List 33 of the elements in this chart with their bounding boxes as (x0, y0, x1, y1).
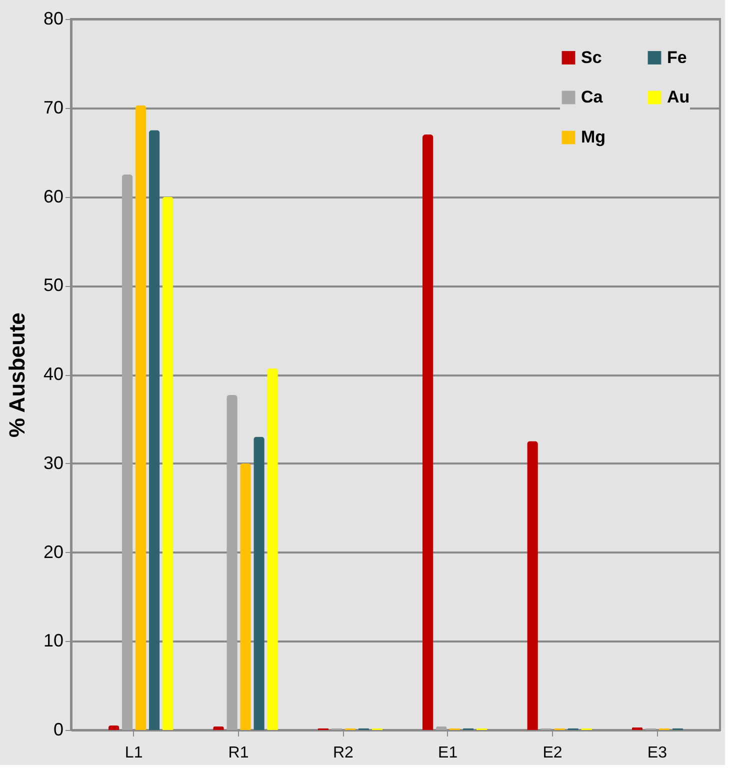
y-tick-label: 70 (43, 97, 64, 118)
y-tick-label: 20 (43, 542, 64, 562)
bar (254, 436, 264, 730)
y-tick-label: 60 (43, 186, 64, 206)
legend-label: Mg (581, 128, 606, 146)
y-tick-label: 40 (43, 364, 64, 384)
y-tick-label: 10 (43, 630, 64, 651)
bar (135, 105, 146, 730)
bar (226, 394, 238, 730)
bar (148, 130, 160, 730)
y-tick-label: 0 (53, 720, 64, 740)
y-tick-label: 30 (43, 452, 64, 473)
bar (436, 726, 447, 730)
bar (162, 196, 174, 730)
x-tick-label: E2 (542, 744, 562, 762)
legend-label: Fe (667, 48, 687, 67)
bar (108, 726, 120, 730)
x-tick-label: E3 (647, 744, 668, 762)
x-tick-label: R1 (228, 744, 249, 762)
legend-label: Ca (581, 88, 604, 106)
x-tick-label: R2 (332, 744, 354, 762)
y-axis-title: % Ausbeute (4, 312, 30, 438)
y-tick-label: 50 (43, 275, 64, 296)
bar (267, 368, 278, 730)
y-tick-label: 80 (43, 8, 64, 28)
legend-label: Sc (581, 48, 602, 67)
bar (122, 174, 133, 730)
bar (527, 441, 538, 730)
x-tick-label: L1 (124, 744, 143, 762)
bar (422, 134, 434, 730)
x-tick-label: E1 (438, 744, 458, 762)
legend-label: Au (667, 88, 690, 106)
bar (240, 463, 251, 730)
